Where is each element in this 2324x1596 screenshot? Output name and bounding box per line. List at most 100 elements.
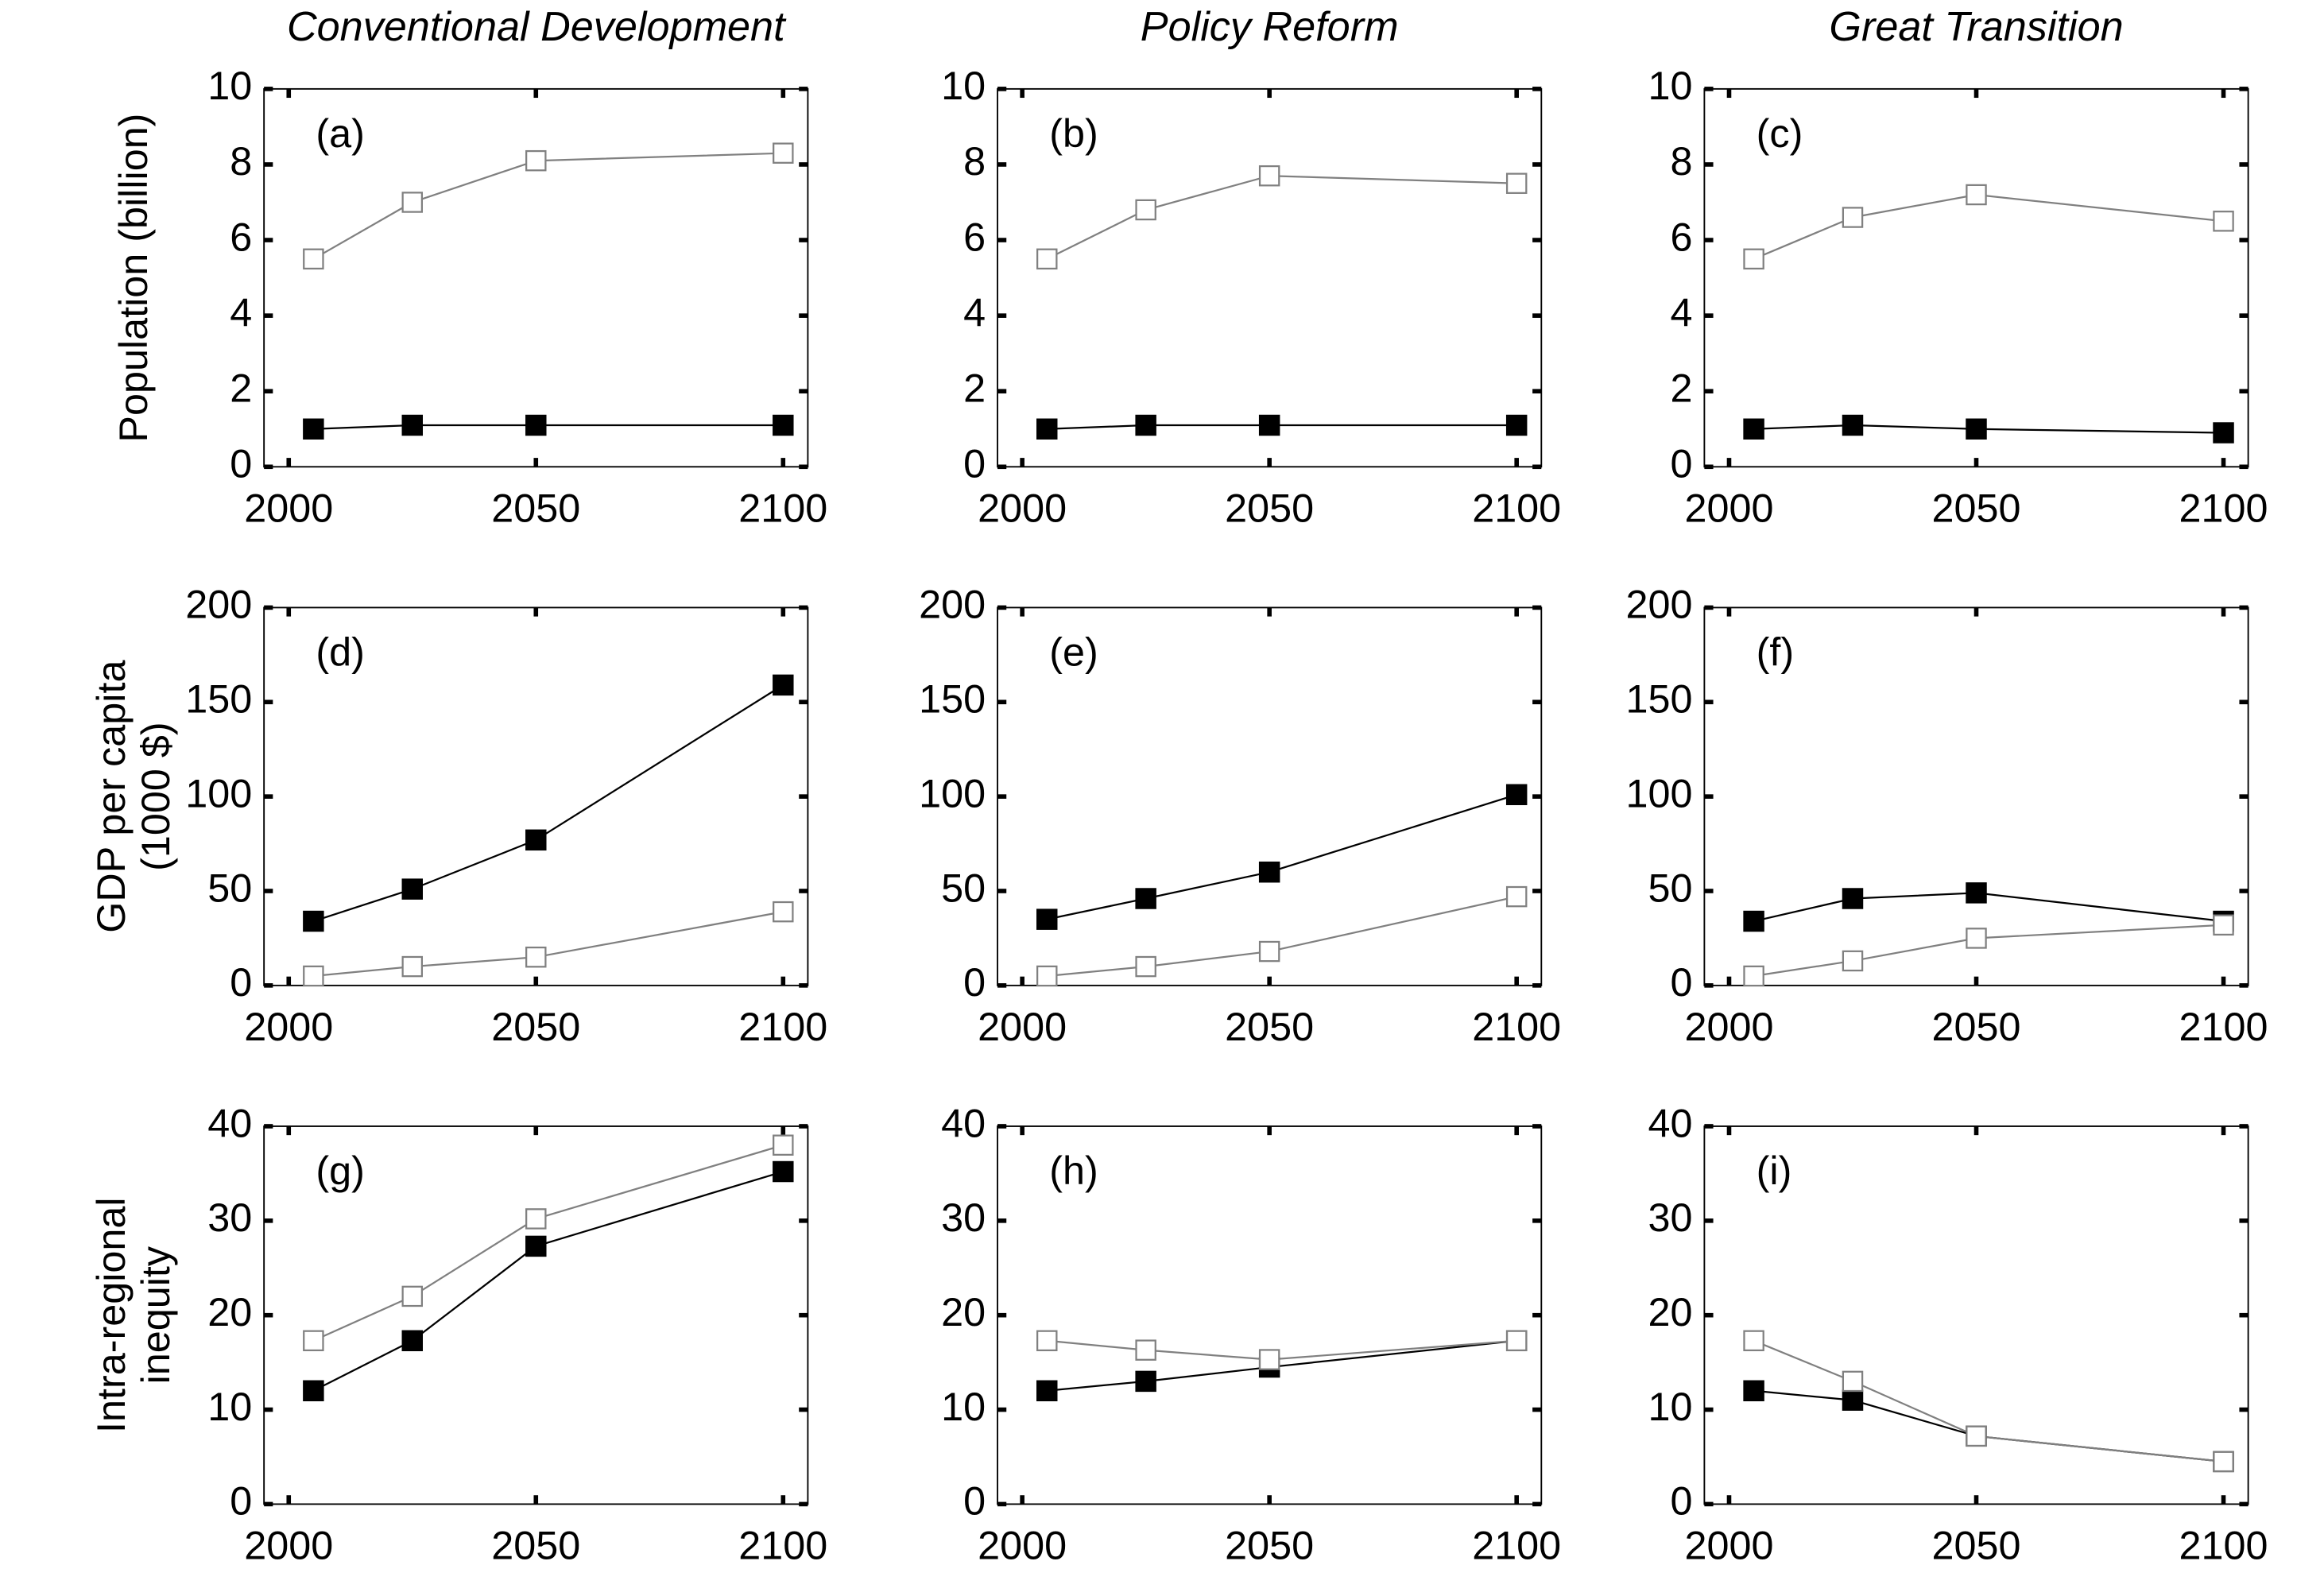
point-marker [1505,172,1528,194]
y-tick-label: 8 [963,138,986,184]
point-marker [1036,418,1058,440]
point-marker [303,1380,324,1402]
x-tick-label: 2100 [738,1523,827,1568]
x-tick-label: 2100 [2179,1523,2268,1568]
series-line [313,684,784,923]
point-marker [1842,1389,1864,1411]
x-tick-label: 2050 [1932,486,2021,531]
panel-label: (b) [1049,110,1098,156]
point-marker [773,1160,794,1183]
series-line [1047,424,1517,430]
y-tick-label: 8 [1670,138,1692,184]
panel-label: (a) [316,110,365,156]
point-marker [525,1208,547,1230]
x-tick-label: 2050 [1225,486,1314,531]
y-tick-label: 8 [230,138,252,184]
y-axis-label: (1000 $) [133,722,178,870]
y-tick-label: 50 [941,865,986,910]
point-marker [773,414,794,436]
point-marker [1743,248,1764,270]
point-marker [1135,199,1156,221]
point-marker [1842,950,1864,972]
y-tick-label: 100 [919,770,986,815]
panel: 0 50 100 150 200 2000 2050 2100 (f) [1625,582,2268,1049]
y-tick-label: 20 [1648,1289,1692,1335]
x-tick-label: 2050 [491,1523,580,1568]
point-marker [773,1134,794,1156]
point-marker [1258,861,1280,883]
x-tick-label: 2000 [1685,1004,1774,1049]
point-marker [1966,418,1987,440]
y-tick-label: 150 [919,676,986,722]
series-line [1753,1389,2224,1463]
point-marker [1743,965,1764,987]
x-tick-label: 2000 [244,1004,333,1049]
series-line [1046,175,1517,260]
y-tick-label: 0 [1670,1478,1692,1524]
point-marker [1505,1330,1528,1352]
panel: 0 50 100 150 200 2000 2050 2100 (e) [919,582,1561,1049]
y-tick-label: 40 [207,1100,252,1145]
point-marker [1842,1370,1864,1393]
y-tick-label: 100 [185,770,252,815]
y-tick-label: 50 [207,865,252,910]
point-marker [1743,1330,1764,1352]
point-marker [1966,928,1987,949]
point-marker [525,414,547,436]
y-tick-label: 0 [963,959,986,1005]
y-tick-label: 0 [963,441,986,486]
x-tick-label: 2100 [738,486,827,531]
y-tick-label: 2 [963,366,986,411]
point-marker [1743,1380,1764,1402]
y-tick-label: 0 [230,959,252,1005]
point-marker [1505,784,1528,805]
point-marker [303,248,324,270]
series-line [313,911,784,978]
y-tick-label: 2 [230,366,252,411]
y-tick-label: 10 [941,1384,986,1429]
x-tick-label: 2000 [244,486,333,531]
point-marker [401,192,424,213]
point-marker [1135,1339,1156,1361]
x-tick-label: 2100 [1472,1523,1561,1568]
x-tick-label: 2100 [738,1004,827,1049]
series-line [1753,924,2224,978]
panel: 0 10 20 30 40 2000 2050 2100 Intra-regionalinequ… [88,1100,827,1567]
y-tick-label: 150 [185,676,252,722]
y-tick-label: 200 [185,582,252,627]
point-marker [2213,422,2234,444]
point-marker [525,1235,547,1257]
point-marker [773,901,794,923]
point-marker [1842,414,1864,436]
point-marker [1505,414,1528,436]
y-tick-label: 10 [207,1384,252,1429]
y-tick-label: 4 [1670,289,1692,335]
series-line [312,1170,784,1392]
x-tick-label: 2000 [1685,486,1774,531]
y-tick-label: 20 [941,1289,986,1335]
y-tick-label: 200 [919,582,986,627]
series-line [1753,1339,2224,1463]
x-tick-label: 2100 [2179,486,2268,531]
point-marker [1036,1380,1058,1402]
y-tick-label: 4 [230,289,252,335]
x-tick-label: 2000 [244,1523,333,1568]
series-line [1047,896,1517,978]
point-marker [1505,885,1528,908]
series-line [312,1144,784,1342]
x-tick-label: 2100 [1472,486,1561,531]
series-line [1047,1339,1517,1361]
point-marker [401,414,424,436]
y-tick-label: 100 [1625,770,1692,815]
series-line [1753,892,2224,923]
panel-title: Conventional Development [287,4,787,50]
y-axis-label: Intra-regional [88,1197,134,1433]
y-tick-label: 0 [230,441,252,486]
point-marker [1966,882,1987,904]
point-marker [1258,165,1280,187]
point-marker [2213,914,2234,936]
panel-label: (h) [1049,1148,1098,1193]
point-marker [1258,1349,1280,1370]
y-tick-label: 30 [941,1195,986,1240]
